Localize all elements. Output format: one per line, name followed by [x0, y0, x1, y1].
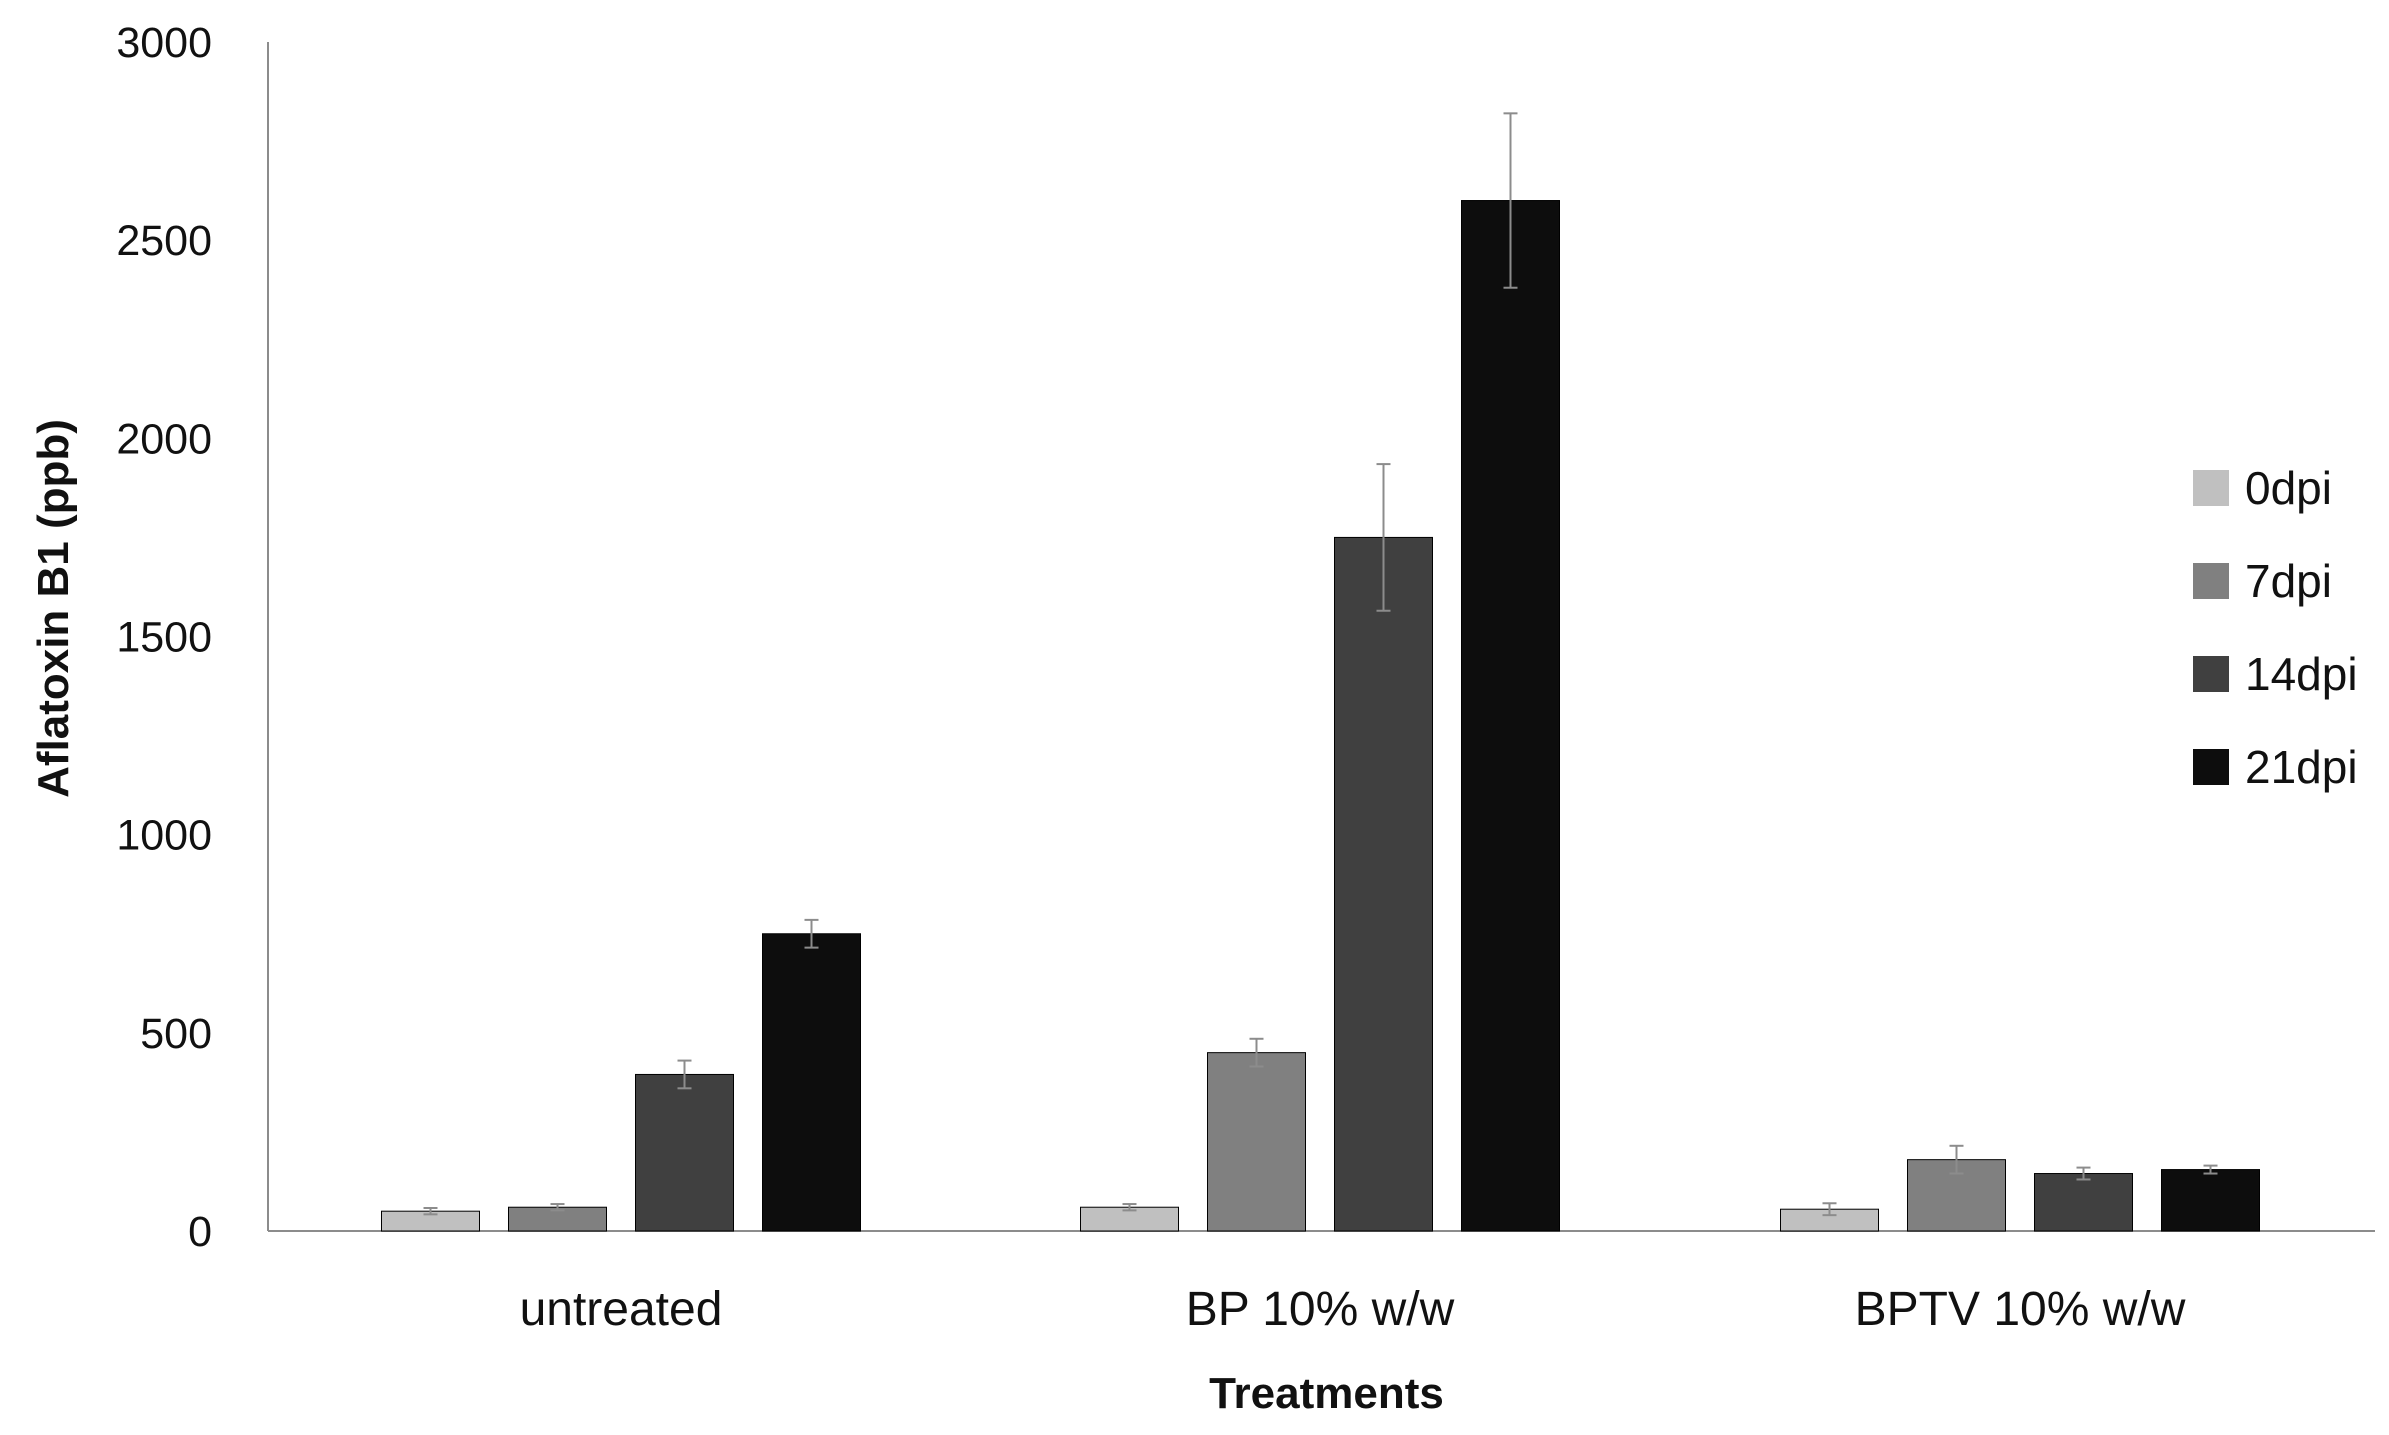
- y-tick-label: 3000: [116, 19, 212, 67]
- error-bar: [1376, 463, 1391, 612]
- legend-label: 7dpi: [2245, 555, 2332, 607]
- error-bar: [677, 1059, 692, 1090]
- legend-label: 14dpi: [2245, 648, 2358, 700]
- legend: 0dpi 7dpi 14dpi 21dpi: [2193, 462, 2358, 793]
- error-bar: [2203, 1164, 2218, 1175]
- error-bar: [1949, 1144, 1964, 1175]
- category-labels: untreated BP 10% w/w BPTV 10% w/w: [520, 1283, 2186, 1336]
- bar: [762, 933, 861, 1232]
- x-category-label: BP 10% w/w: [1186, 1283, 1455, 1336]
- y-tick-label: 1000: [116, 812, 212, 860]
- error-bar: [1249, 1037, 1264, 1068]
- error-bars: [423, 112, 2218, 1217]
- axes: [267, 42, 2375, 1232]
- bar: [2161, 1169, 2260, 1232]
- bar: [1334, 536, 1433, 1232]
- x-category-label: BPTV 10% w/w: [1855, 1283, 2186, 1336]
- legend-swatch: [2193, 656, 2229, 692]
- y-tick-label: 1500: [116, 614, 212, 662]
- legend-label: 0dpi: [2245, 462, 2332, 514]
- bar: [635, 1073, 734, 1232]
- y-tick-labels: 0 500 1000 1500 2000 2500 3000: [116, 19, 212, 1256]
- legend-item: 7dpi: [2193, 555, 2332, 607]
- error-bar: [423, 1207, 438, 1216]
- y-axis-title: Aflatoxin B1 (ppb): [29, 419, 78, 798]
- error-bar: [1503, 112, 1518, 289]
- legend-label: 21dpi: [2245, 741, 2358, 793]
- error-bar: [550, 1203, 565, 1212]
- error-bar: [804, 918, 819, 949]
- y-tick-label: 2500: [116, 217, 212, 265]
- legend-item: 0dpi: [2193, 462, 2332, 514]
- bar: [2034, 1173, 2133, 1232]
- legend-swatch: [2193, 749, 2229, 785]
- bar: [1207, 1052, 1306, 1232]
- legend-swatch: [2193, 470, 2229, 506]
- error-bar: [1122, 1203, 1137, 1212]
- bars: [381, 200, 2260, 1232]
- y-tick-label: 2000: [116, 415, 212, 463]
- legend-swatch: [2193, 563, 2229, 599]
- legend-item: 14dpi: [2193, 648, 2358, 700]
- x-category-label: untreated: [520, 1283, 723, 1336]
- bar: [1461, 200, 1560, 1232]
- y-tick-label: 500: [140, 1010, 212, 1058]
- error-bar: [2076, 1166, 2091, 1181]
- x-axis-title: Treatments: [1209, 1369, 1444, 1418]
- error-bar: [1822, 1202, 1837, 1217]
- legend-item: 21dpi: [2193, 741, 2358, 793]
- y-tick-label: 0: [188, 1208, 212, 1256]
